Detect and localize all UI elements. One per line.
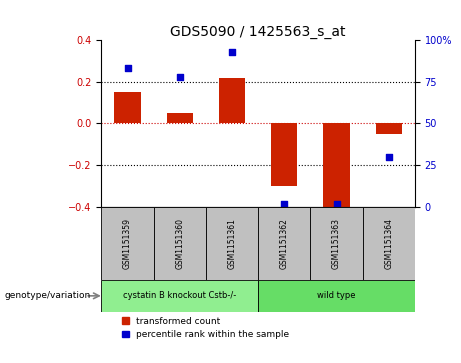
Text: GSM1151363: GSM1151363	[332, 218, 341, 269]
Text: cystatin B knockout Cstb-/-: cystatin B knockout Cstb-/-	[123, 291, 236, 300]
Bar	[167, 113, 193, 123]
Text: GSM1151359: GSM1151359	[123, 218, 132, 269]
Point	[228, 49, 236, 54]
Text: GSM1151364: GSM1151364	[384, 218, 393, 269]
Bar	[324, 123, 349, 209]
Bar	[101, 280, 258, 312]
Bar	[206, 207, 258, 280]
Text: GSM1151360: GSM1151360	[175, 218, 184, 269]
Bar	[258, 280, 415, 312]
Text: wild type: wild type	[317, 291, 356, 300]
Point	[333, 201, 340, 207]
Bar	[376, 123, 402, 134]
Title: GDS5090 / 1425563_s_at: GDS5090 / 1425563_s_at	[171, 25, 346, 39]
Bar	[219, 78, 245, 123]
Point	[124, 65, 131, 71]
Bar	[271, 123, 297, 186]
Text: GSM1151362: GSM1151362	[280, 218, 289, 269]
Bar	[114, 92, 141, 123]
Bar	[258, 207, 310, 280]
Legend: transformed count, percentile rank within the sample: transformed count, percentile rank withi…	[122, 317, 289, 339]
Bar	[101, 207, 154, 280]
Point	[281, 201, 288, 207]
Bar	[363, 207, 415, 280]
Text: GSM1151361: GSM1151361	[228, 218, 236, 269]
Point	[385, 154, 392, 160]
Bar	[154, 207, 206, 280]
Bar	[310, 207, 363, 280]
Point	[176, 74, 183, 79]
Text: genotype/variation: genotype/variation	[5, 291, 91, 300]
